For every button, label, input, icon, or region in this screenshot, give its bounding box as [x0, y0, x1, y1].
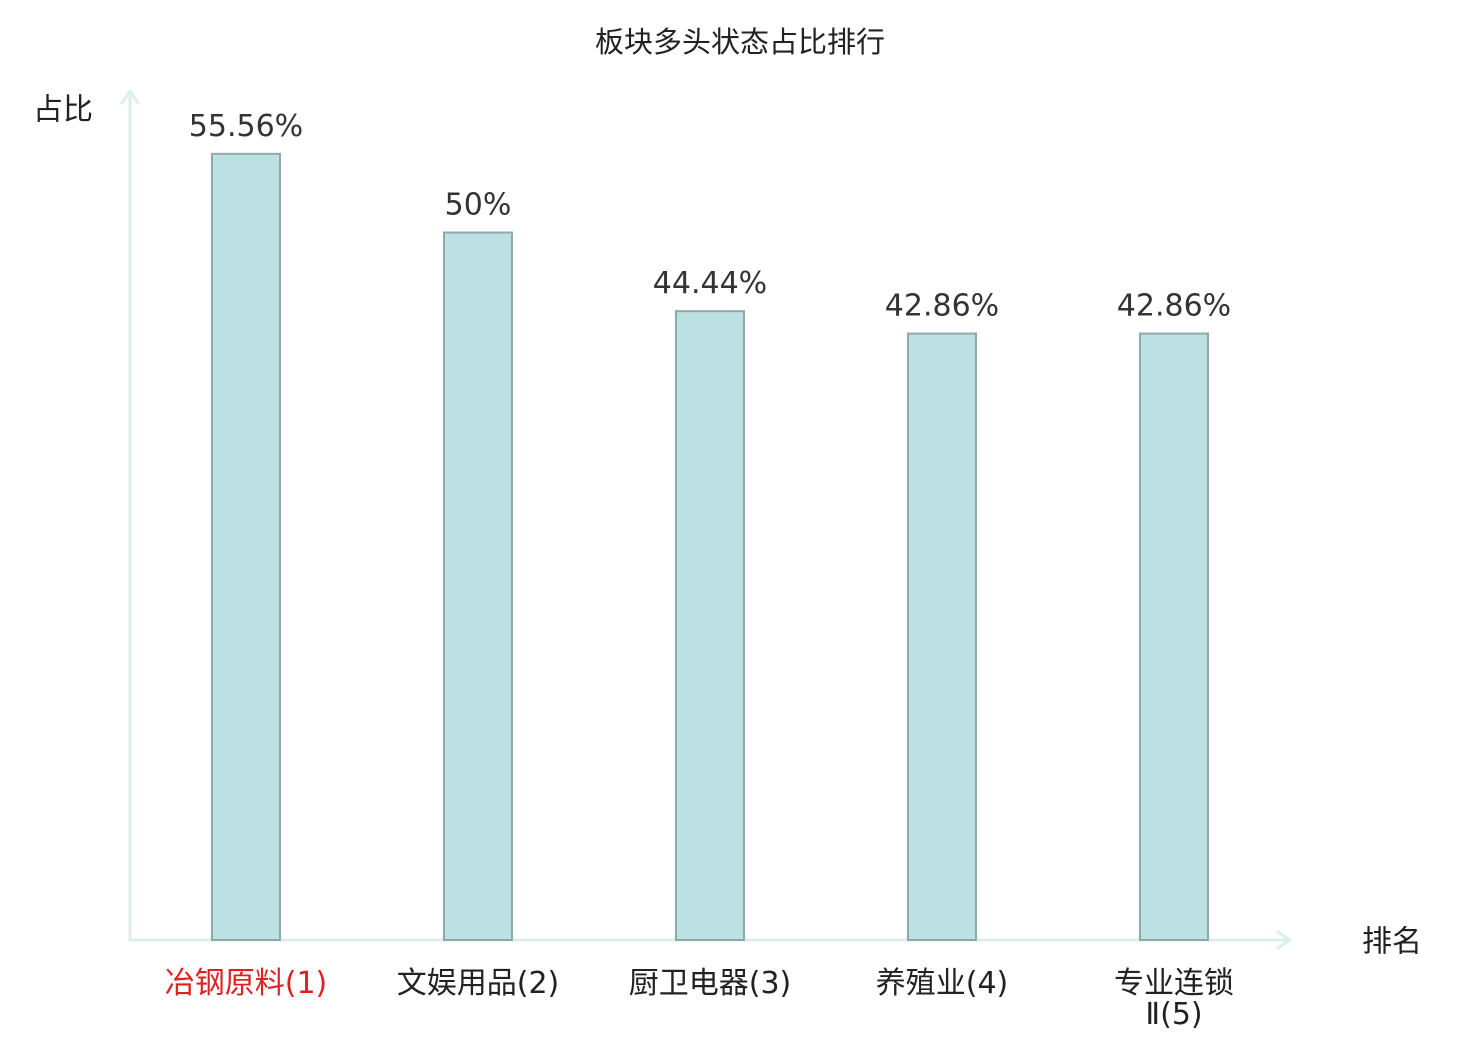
- bar-4: [907, 332, 977, 941]
- bar-series: 55.56% 50% 44.44% 42.86% 42.86%: [189, 109, 1231, 942]
- data-label-3: 44.44%: [653, 266, 767, 301]
- bar-1: [211, 152, 281, 942]
- bar-2: [443, 231, 513, 941]
- y-axis-arrow: [120, 89, 140, 105]
- data-label-2: 50%: [445, 188, 512, 223]
- bar-3: [675, 310, 745, 941]
- chart-title: 板块多头状态占比排行: [595, 25, 885, 59]
- x-axis-arrow: [1276, 930, 1292, 950]
- x-axis-title: 排名: [1362, 925, 1422, 960]
- data-label-5: 42.86%: [1117, 289, 1231, 324]
- y-axis-title: 占比: [33, 93, 93, 128]
- bar-5: [1139, 332, 1209, 941]
- data-label-1: 55.56%: [189, 109, 303, 144]
- data-label-4: 42.86%: [885, 289, 999, 324]
